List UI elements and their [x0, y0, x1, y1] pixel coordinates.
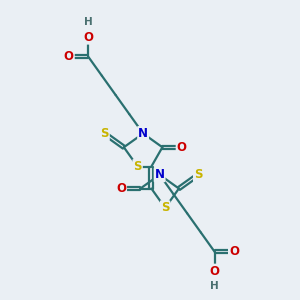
- Text: N: N: [138, 127, 148, 140]
- Text: O: O: [210, 265, 220, 278]
- Text: H: H: [84, 17, 92, 27]
- Text: N: N: [154, 168, 165, 181]
- Text: S: S: [194, 168, 203, 181]
- Text: H: H: [210, 281, 219, 291]
- Text: O: O: [177, 141, 187, 154]
- Text: S: S: [161, 201, 170, 214]
- Text: O: O: [64, 50, 74, 63]
- Text: O: O: [229, 245, 239, 258]
- Text: O: O: [83, 31, 93, 44]
- Text: S: S: [100, 127, 109, 140]
- Text: O: O: [116, 182, 126, 195]
- Text: S: S: [134, 160, 142, 173]
